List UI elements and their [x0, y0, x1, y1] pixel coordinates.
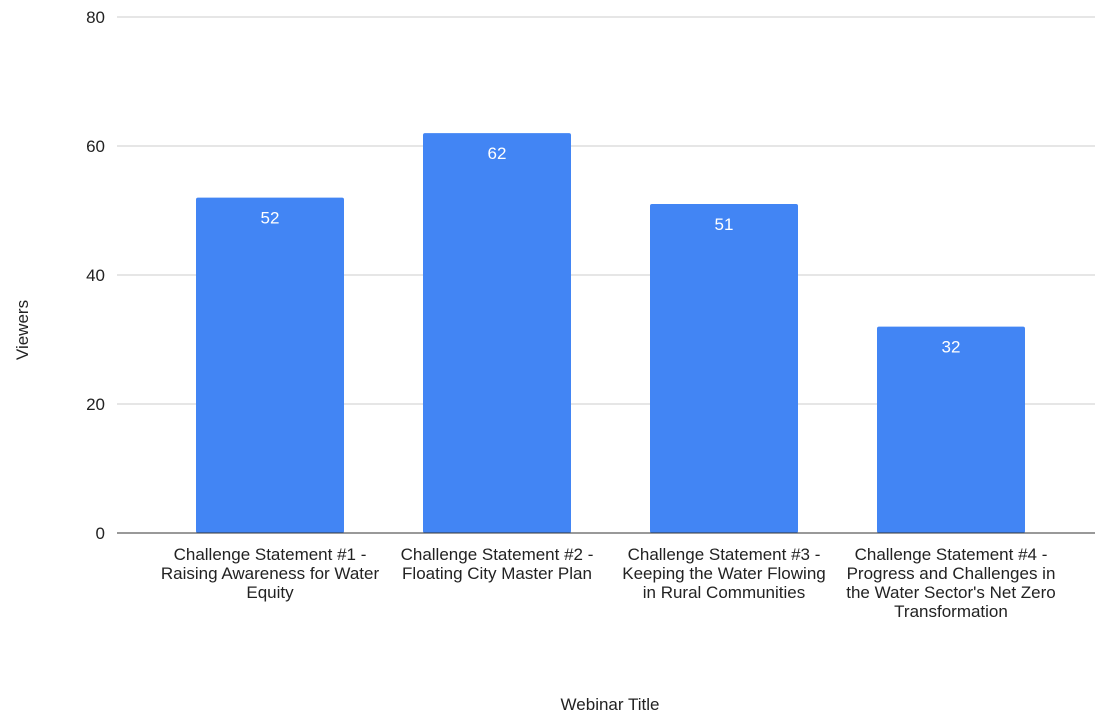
value-label: 52: [261, 209, 280, 228]
x-tick-label: Challenge Statement #1 -Raising Awarenes…: [161, 545, 380, 602]
x-tick-label-line: Challenge Statement #2 -: [401, 545, 594, 564]
x-tick-label-line: Challenge Statement #3 -: [628, 545, 821, 564]
x-tick-label-line: in Rural Communities: [643, 583, 806, 602]
x-tick-label-line: Progress and Challenges in: [847, 564, 1056, 583]
bar: [877, 326, 1025, 533]
x-tick-label-line: Transformation: [894, 602, 1008, 621]
x-tick-label: Challenge Statement #2 -Floating City Ma…: [401, 545, 594, 583]
y-axis-title: Viewers: [13, 300, 32, 360]
y-tick-label: 20: [86, 395, 105, 414]
x-tick-label-line: Raising Awareness for Water: [161, 564, 380, 583]
value-label: 62: [488, 144, 507, 163]
bar: [423, 133, 571, 533]
x-tick-label-line: Keeping the Water Flowing: [622, 564, 825, 583]
y-tick-label: 40: [86, 266, 105, 285]
y-tick-label: 60: [86, 137, 105, 156]
y-tick-label: 0: [96, 524, 105, 543]
x-tick-label-line: Challenge Statement #4 -: [855, 545, 1048, 564]
x-tick-label-line: Equity: [246, 583, 294, 602]
x-tick-label-line: the Water Sector's Net Zero: [846, 583, 1056, 602]
bar: [196, 197, 344, 533]
value-label: 32: [942, 338, 961, 357]
x-tick-label-line: Challenge Statement #1 -: [174, 545, 367, 564]
value-label: 51: [715, 215, 734, 234]
x-tick-label: Challenge Statement #4 -Progress and Cha…: [846, 545, 1056, 621]
x-tick-label: Challenge Statement #3 -Keeping the Wate…: [622, 545, 825, 602]
x-axis-title: Webinar Title: [561, 695, 660, 713]
bar: [650, 204, 798, 534]
y-tick-label: 80: [86, 8, 105, 27]
x-tick-label-line: Floating City Master Plan: [402, 564, 592, 583]
